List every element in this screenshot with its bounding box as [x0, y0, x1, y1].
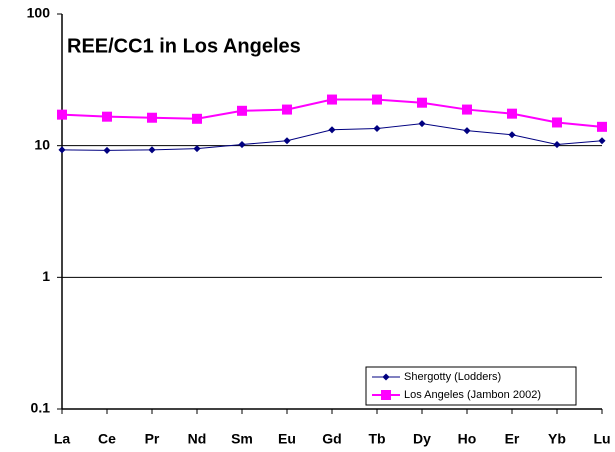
- legend-marker: [382, 373, 390, 381]
- x-tick-label: Tb: [368, 431, 385, 447]
- y-tick-label: 100: [27, 5, 51, 21]
- marker: [462, 104, 472, 115]
- chart-title: REE/CC1 in Los Angeles: [67, 35, 301, 57]
- marker: [237, 105, 247, 116]
- legend-marker: [381, 390, 391, 400]
- x-tick-label: Ho: [458, 431, 477, 447]
- x-tick-label: Lu: [593, 431, 610, 447]
- x-tick-label: Sm: [231, 431, 253, 447]
- marker: [373, 124, 381, 133]
- x-tick-label: Ce: [98, 431, 116, 447]
- marker: [148, 146, 156, 154]
- marker: [418, 120, 426, 128]
- marker: [193, 145, 201, 153]
- marker: [463, 127, 471, 135]
- marker: [57, 109, 67, 120]
- legend-label: Los Angeles (Jambon 2002): [404, 389, 541, 401]
- y-tick-label: 0.1: [31, 400, 51, 416]
- marker: [598, 137, 606, 145]
- marker: [283, 137, 291, 145]
- marker: [103, 146, 111, 154]
- marker: [192, 113, 202, 124]
- x-tick-label: Dy: [413, 431, 431, 447]
- marker: [508, 131, 516, 139]
- marker: [147, 112, 157, 123]
- marker: [58, 146, 66, 154]
- x-tick-label: Gd: [322, 431, 341, 447]
- marker: [372, 94, 382, 105]
- x-tick-label: Yb: [548, 431, 566, 447]
- marker: [102, 111, 112, 122]
- marker: [328, 126, 336, 134]
- marker: [238, 140, 246, 149]
- marker: [327, 94, 337, 105]
- marker: [417, 97, 427, 108]
- x-tick-label: Er: [505, 431, 520, 447]
- y-tick-label: 10: [34, 136, 50, 152]
- x-tick-label: La: [54, 431, 71, 447]
- marker: [553, 140, 561, 149]
- marker: [597, 121, 607, 132]
- x-tick-label: Nd: [188, 431, 207, 447]
- marker: [282, 104, 292, 115]
- marker: [507, 108, 517, 119]
- x-tick-label: Pr: [145, 431, 160, 447]
- legend-box: [365, 366, 577, 406]
- x-tick-label: Eu: [278, 431, 296, 447]
- y-tick-label: 1: [42, 268, 50, 284]
- marker: [552, 117, 562, 128]
- legend-label: Shergotty (Lodders): [404, 371, 501, 383]
